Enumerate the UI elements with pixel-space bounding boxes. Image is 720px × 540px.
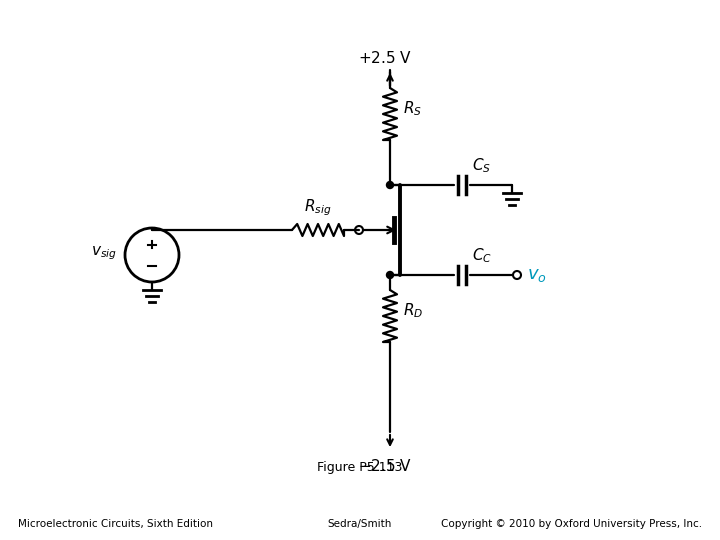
Text: $R_{sig}$: $R_{sig}$	[305, 198, 332, 218]
Text: $C_C$: $C_C$	[472, 246, 492, 265]
Circle shape	[387, 272, 394, 279]
Text: $-2.5\ \mathrm{V}$: $-2.5\ \mathrm{V}$	[358, 458, 412, 474]
Text: $+2.5\ \mathrm{V}$: $+2.5\ \mathrm{V}$	[358, 50, 412, 66]
Text: Figure P5.113: Figure P5.113	[318, 462, 402, 475]
Circle shape	[387, 181, 394, 188]
Text: $R_D$: $R_D$	[403, 302, 423, 320]
Text: Sedra/Smith: Sedra/Smith	[328, 519, 392, 529]
Text: $R_S$: $R_S$	[403, 100, 422, 118]
Text: $C_S$: $C_S$	[472, 156, 491, 175]
Text: $v_{sig}$: $v_{sig}$	[91, 244, 117, 262]
Text: Microelectronic Circuits, Sixth Edition: Microelectronic Circuits, Sixth Edition	[18, 519, 213, 529]
Text: $v_o$: $v_o$	[527, 266, 546, 284]
Text: Copyright © 2010 by Oxford University Press, Inc.: Copyright © 2010 by Oxford University Pr…	[441, 519, 702, 529]
